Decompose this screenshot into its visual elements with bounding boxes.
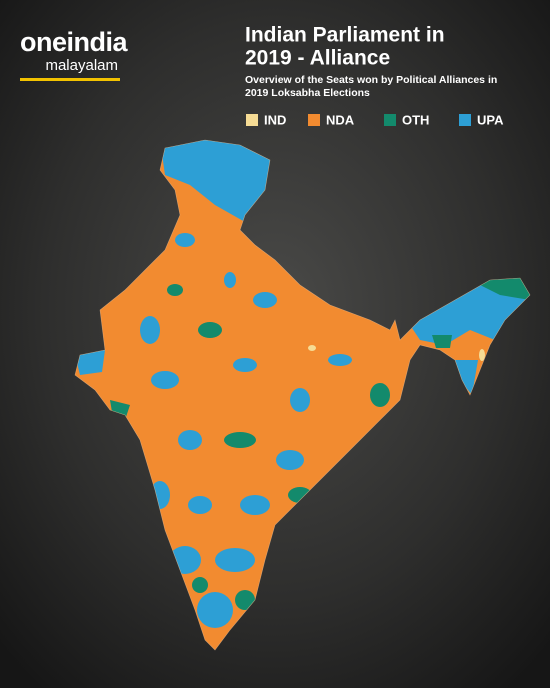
map-region [197, 592, 233, 628]
legend-swatch [459, 114, 471, 126]
map-region [75, 350, 105, 375]
map-region [215, 548, 255, 572]
map-region [479, 349, 485, 361]
legend-label: IND [264, 112, 286, 127]
legend-label: NDA [326, 112, 355, 127]
legend-swatch [384, 114, 396, 126]
map-region [151, 371, 179, 389]
legend-label: UPA [477, 112, 504, 127]
map-region [370, 383, 390, 407]
map-region [253, 292, 277, 308]
title-line: Indian Parliament in [245, 24, 445, 47]
map-region [188, 496, 212, 514]
map-region [140, 316, 160, 344]
map-region [328, 354, 352, 366]
map-region [198, 322, 222, 338]
legend: IND NDA OTH UPA [246, 112, 504, 127]
map-region [308, 345, 316, 351]
map-region [175, 233, 195, 247]
legend-label: OTH [402, 112, 429, 127]
legend-swatch [246, 114, 258, 126]
map-region [178, 430, 202, 450]
map-region [276, 450, 304, 470]
map-region [233, 358, 257, 372]
map-region [432, 335, 452, 348]
legend-swatch [308, 114, 320, 126]
subtitle-line: 2019 Loksabha Elections [245, 87, 370, 99]
map-region [235, 590, 255, 610]
logo-name: oneindia [20, 27, 128, 57]
logo-edition: malayalam [45, 57, 118, 74]
subtitle-line: Overview of the Seats won by Political A… [245, 74, 497, 86]
map-region [224, 272, 236, 288]
map-region [240, 495, 270, 515]
map-region [167, 284, 183, 296]
map-region [192, 577, 208, 593]
map-region [224, 432, 256, 448]
title-line: 2019 - Alliance [245, 47, 390, 70]
logo-underline [20, 78, 120, 81]
map-region [290, 388, 310, 412]
map-region [160, 140, 275, 222]
map-region [455, 360, 478, 395]
